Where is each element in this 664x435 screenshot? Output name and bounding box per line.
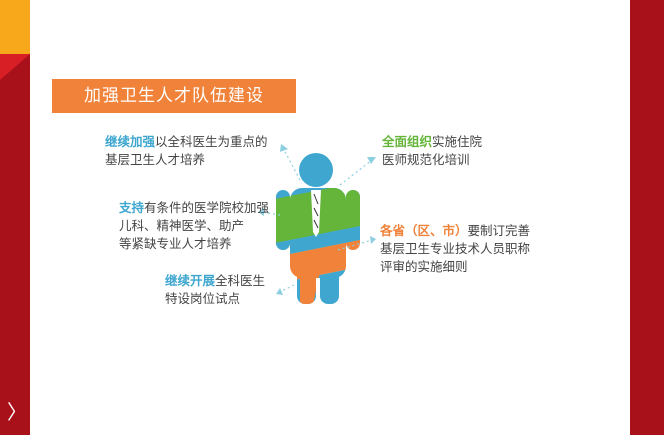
right-accent-bar: [630, 0, 664, 435]
point-top-left-line2: 基层卫生人才培养: [105, 152, 206, 167]
slide-title: 加强卫生人才队伍建设: [52, 79, 296, 113]
arrowhead-top-right: [367, 157, 376, 164]
point-top-right-highlight: 全面组织: [382, 134, 433, 149]
connector-top-right: [339, 159, 373, 186]
connector-top-left: [282, 147, 301, 181]
point-top-right: 全面组织实施住院 医师规范化培训: [382, 133, 482, 169]
point-top-left: 继续加强以全科医生为重点的 基层卫生人才培养: [105, 133, 268, 169]
point-mid-left-line3: 等紧缺专业人才培养: [119, 236, 232, 251]
connector-mid-right: [337, 239, 373, 251]
point-top-right-line2: 医师规范化培训: [382, 152, 470, 167]
point-mid-right: 各省（区、市）要制订完善 基层卫生专业技术人员职称 评审的实施细则: [380, 222, 530, 276]
left-accent-bar: [0, 54, 30, 435]
point-bottom-left-line2: 特设岗位试点: [165, 291, 241, 306]
connector-bottom-left: [279, 284, 295, 293]
person-figure: [276, 153, 360, 304]
point-mid-left-line2: 儿科、精神医学、助产: [119, 218, 245, 233]
arrowhead-mid-right: [370, 236, 376, 244]
point-mid-right-line3: 评审的实施细则: [380, 259, 468, 274]
point-top-right-line1: 实施住院: [432, 134, 483, 149]
arrowhead-bottom-left: [276, 288, 283, 295]
point-mid-left-line1: 有条件的医学院校加强: [144, 200, 270, 215]
point-bottom-left-highlight: 继续开展: [165, 273, 216, 288]
right-divider: [626, 0, 630, 435]
point-mid-left-highlight: 支持: [119, 200, 145, 215]
point-mid-left: 支持有条件的医学院校加强 儿科、精神医学、助产 等紧缺专业人才培养: [119, 199, 269, 253]
point-top-left-line1: 以全科医生为重点的: [155, 134, 268, 149]
point-bottom-left-line1: 全科医生: [215, 273, 266, 288]
left-accent-notch: [0, 54, 30, 80]
point-top-left-highlight: 继续加强: [105, 134, 156, 149]
left-accent-bar-top: [0, 0, 30, 62]
point-mid-right-line1: 要制订完善: [467, 223, 531, 238]
arrowhead-mid-left: [258, 208, 264, 216]
necktie: [311, 190, 321, 237]
point-bottom-left: 继续开展全科医生 特设岗位试点: [165, 272, 265, 308]
point-mid-right-highlight: 各省（区、市）: [380, 223, 468, 238]
point-mid-right-line2: 基层卫生专业技术人员职称: [380, 241, 531, 256]
connector-mid-left: [261, 211, 281, 216]
arrowhead-top-left: [280, 144, 288, 152]
chevron-right-icon[interactable]: 〉: [7, 400, 27, 424]
